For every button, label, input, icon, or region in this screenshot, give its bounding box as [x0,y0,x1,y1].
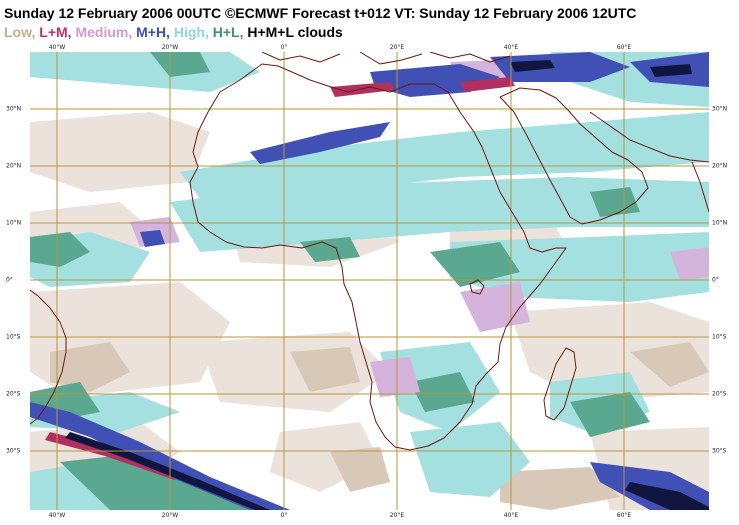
cloud-map [30,52,709,510]
lake-victoria-outline [469,279,485,295]
legend-medium: Medium, [75,24,137,40]
lon-label-bottom-60e: 60°E [616,512,632,519]
madagascar-coastline [543,347,577,421]
lat-label-left-30n: 30°N [6,105,22,113]
all-level-cloud-streak [510,60,555,72]
legend-high: High, [173,24,213,40]
lat-label-left-0: 0° [6,276,13,284]
low-cloud-dense-layer [50,342,709,510]
high-low-cloud-patch [30,232,90,267]
lon-label-top-20e: 20°E [389,44,405,51]
lat-label-right-10s: 10°S [712,333,727,341]
medium-high-cloud-band [30,402,290,510]
low-cloud-dense-patch [330,447,390,492]
high-cloud-band [410,422,530,497]
high-cloud-band [170,177,709,252]
medium-cloud-patch [460,282,530,332]
medium-cloud-patch [370,357,420,397]
lat-label-left-30s: 30°S [6,447,21,455]
medium-cloud-patch [670,247,709,280]
lat-label-left-20n: 20°N [6,162,22,170]
south-america-coastline [30,289,67,425]
legend-h-l: H+L, [212,24,248,40]
lon-label-bottom-0: 0° [280,512,288,519]
lat-label-right-10n: 10°N [712,219,728,227]
lat-lon-grid [30,52,709,510]
low-cloud-patch [30,112,210,192]
legend-low: Low, [4,24,40,40]
high-low-cloud-layer [30,52,650,510]
lon-label-bottom-40e: 40°E [503,512,519,519]
low-cloud-dense-patch [290,347,360,392]
lat-label-right-20n: 20°N [712,162,728,170]
low-medium-cloud-streak [330,82,395,97]
cloud-legend: Low, L+M, Medium, M+H, High, H+L, H+M+L … [4,24,343,40]
low-cloud-dense-patch [630,342,709,387]
lon-label-bottom-40w: 40°W [48,512,66,519]
high-low-cloud-patch [150,52,210,77]
lon-label-top-20w: 20°W [161,44,179,51]
lon-label-top-0: 0° [280,44,288,51]
arabia-coastline [499,87,649,225]
high-low-cloud-patch [430,242,520,287]
europe-coastline [261,52,511,65]
chart-title: Sunday 12 February 2006 00UTC ©ECMWF For… [4,5,637,21]
low-cloud-dense-patch [500,467,620,510]
lon-label-bottom-20w: 20°W [161,512,179,519]
high-low-cloud-patch [410,372,475,412]
lon-label-top-40w: 40°W [48,44,66,51]
medium-high-cloud-band [490,52,630,82]
lat-label-left-20s: 20°S [6,390,21,398]
low-medium-cloud-streak [460,77,515,92]
lat-label-right-30s: 30°S [712,447,727,455]
iran-coastline [589,111,709,163]
lat-label-right-0: 0° [712,276,719,284]
high-low-cloud-patch [570,392,650,437]
africa-coastline [189,63,567,451]
high-low-cloud-patch [590,187,640,217]
legend-m-h: M+H, [136,24,174,40]
lon-label-bottom-20e: 20°E [389,512,405,519]
all-level-cloud-streak [625,482,709,510]
high-low-cloud-patch [300,237,360,262]
all-level-cloud-streak [650,64,692,77]
lat-label-right-20s: 20°S [712,390,727,398]
lat-label-left-10n: 10°N [6,219,22,227]
legend-l-m: L+M, [39,24,76,40]
low-medium-cloud-streak [45,432,180,480]
low-cloud-dense-patch [50,342,130,392]
lon-label-top-40e: 40°E [503,44,519,51]
legend-h-m-l: H+M+L clouds [247,24,343,40]
low-medium-cloud-layer [45,77,515,480]
high-low-cloud-patch [60,452,250,510]
lon-label-top-60e: 60°E [616,44,632,51]
medium-high-cloud-band [250,122,390,164]
lat-label-left-10s: 10°S [6,333,21,341]
medium-high-cloud-patch [140,230,165,247]
india-coastline [691,161,709,213]
lat-label-right-30n: 30°N [712,105,728,113]
coastlines [30,52,709,451]
